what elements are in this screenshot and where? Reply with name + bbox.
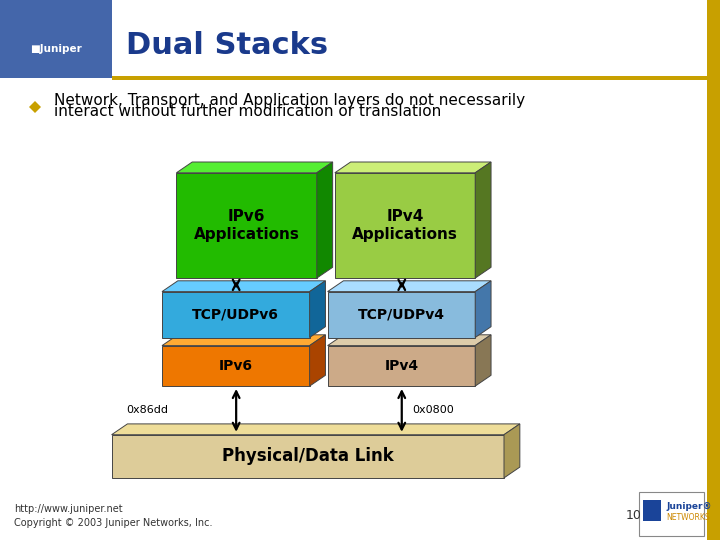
Polygon shape <box>335 162 491 173</box>
Text: interact without further modification or translation: interact without further modification or… <box>54 104 441 119</box>
Text: TCP/UDPv4: TCP/UDPv4 <box>358 308 445 321</box>
Polygon shape <box>162 335 325 346</box>
Text: 0x0800: 0x0800 <box>412 406 454 415</box>
Text: TCP/UDPv6: TCP/UDPv6 <box>192 308 279 321</box>
Polygon shape <box>310 335 325 386</box>
Bar <box>335 173 475 278</box>
Text: IPv4
Applications: IPv4 Applications <box>352 208 458 242</box>
Polygon shape <box>328 335 491 346</box>
Bar <box>112 435 504 478</box>
Polygon shape <box>176 162 333 173</box>
Bar <box>0 0 112 78</box>
Text: Juniper®: Juniper® <box>666 502 711 511</box>
Polygon shape <box>310 281 325 338</box>
Bar <box>162 346 310 386</box>
Polygon shape <box>162 281 325 292</box>
Bar <box>176 173 317 278</box>
FancyBboxPatch shape <box>639 492 704 536</box>
Text: ■Juniper: ■Juniper <box>30 44 81 53</box>
Polygon shape <box>475 335 491 386</box>
Text: Network, Transport, and Application layers do not necessarily: Network, Transport, and Application laye… <box>54 93 525 108</box>
Bar <box>643 500 661 521</box>
Polygon shape <box>112 424 520 435</box>
Text: IPv4: IPv4 <box>384 359 418 373</box>
Text: 0x86dd: 0x86dd <box>126 406 168 415</box>
Bar <box>112 76 707 80</box>
Bar <box>707 0 720 540</box>
Polygon shape <box>317 162 333 278</box>
Bar <box>328 346 475 386</box>
Text: 10: 10 <box>626 509 642 522</box>
Text: http://www.juniper.net
Copyright © 2003 Juniper Networks, Inc.: http://www.juniper.net Copyright © 2003 … <box>14 504 213 528</box>
Polygon shape <box>504 424 520 478</box>
Polygon shape <box>475 162 491 278</box>
Text: IPv6
Applications: IPv6 Applications <box>194 208 300 242</box>
Text: IPv6: IPv6 <box>219 359 253 373</box>
Text: Physical/Data Link: Physical/Data Link <box>222 447 394 465</box>
Text: Dual Stacks: Dual Stacks <box>126 31 328 60</box>
Polygon shape <box>328 281 491 292</box>
Polygon shape <box>475 281 491 338</box>
Bar <box>162 292 310 338</box>
Bar <box>328 292 475 338</box>
Text: NETWORKS: NETWORKS <box>666 513 710 522</box>
Bar <box>112 76 720 80</box>
